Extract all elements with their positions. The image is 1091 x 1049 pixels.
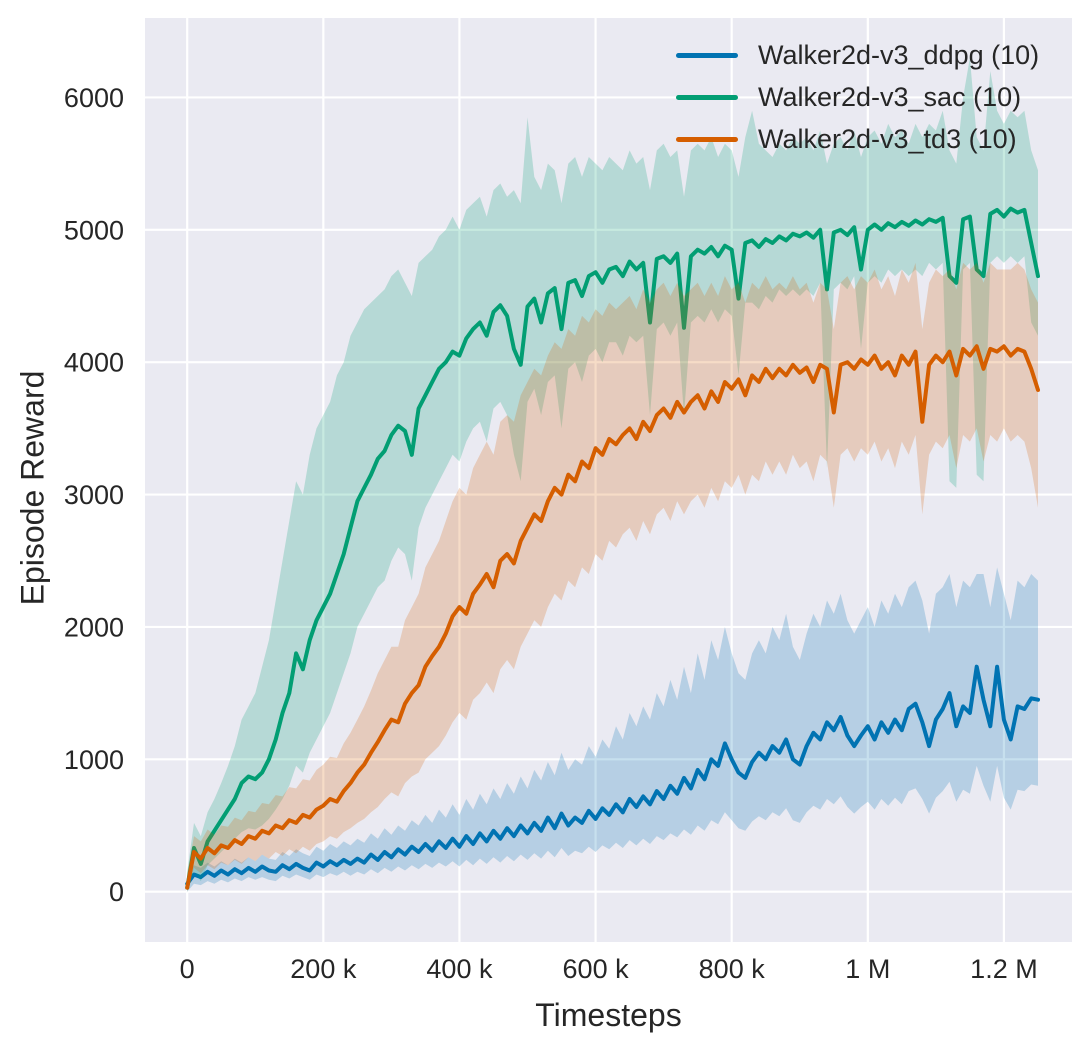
x-tick-label: 800 k bbox=[699, 954, 766, 984]
y-tick-label: 6000 bbox=[64, 83, 124, 113]
legend-label: Walker2d-v3_td3 (10) bbox=[758, 124, 1017, 154]
plot-area bbox=[145, 18, 1072, 942]
confidence-band-walker2d-v3-td3 bbox=[187, 262, 1038, 892]
legend-item-0: Walker2d-v3_ddpg (10) bbox=[676, 34, 1039, 76]
legend-item-2: Walker2d-v3_td3 (10) bbox=[676, 118, 1039, 160]
mean-line-walker2d-v3-td3 bbox=[185, 344, 1040, 890]
legend: Walker2d-v3_ddpg (10) Walker2d-v3_sac (10… bbox=[676, 34, 1039, 160]
confidence-band-walker2d-v3-ddpg bbox=[187, 567, 1038, 892]
y-tick-label: 3000 bbox=[64, 480, 124, 510]
y-tick-label: 0 bbox=[109, 877, 124, 907]
legend-label: Walker2d-v3_sac (10) bbox=[758, 82, 1022, 112]
x-axis-label: Timesteps bbox=[535, 997, 682, 1033]
y-tick-label: 1000 bbox=[64, 745, 124, 775]
x-tick-label: 0 bbox=[180, 954, 195, 984]
x-tick-label: 1 M bbox=[845, 954, 890, 984]
x-tick-label: 400 k bbox=[426, 954, 493, 984]
mean-line-walker2d-v3-ddpg bbox=[185, 664, 1040, 886]
mean-line-walker2d-v3-sac bbox=[185, 206, 1040, 890]
x-tick-label: 200 k bbox=[290, 954, 357, 984]
y-tick-label: 4000 bbox=[64, 348, 124, 378]
legend-line-swatch bbox=[676, 94, 738, 100]
legend-line-swatch bbox=[676, 52, 738, 58]
legend-item-1: Walker2d-v3_sac (10) bbox=[676, 76, 1039, 118]
legend-line-swatch bbox=[676, 136, 738, 142]
y-tick-label: 5000 bbox=[64, 215, 124, 245]
x-tick-label: 1.2 M bbox=[970, 954, 1038, 984]
x-tick-label: 600 k bbox=[563, 954, 630, 984]
legend-label: Walker2d-v3_ddpg (10) bbox=[758, 40, 1040, 70]
y-tick-label: 2000 bbox=[64, 612, 124, 642]
y-axis-label: Episode Reward bbox=[14, 370, 51, 606]
